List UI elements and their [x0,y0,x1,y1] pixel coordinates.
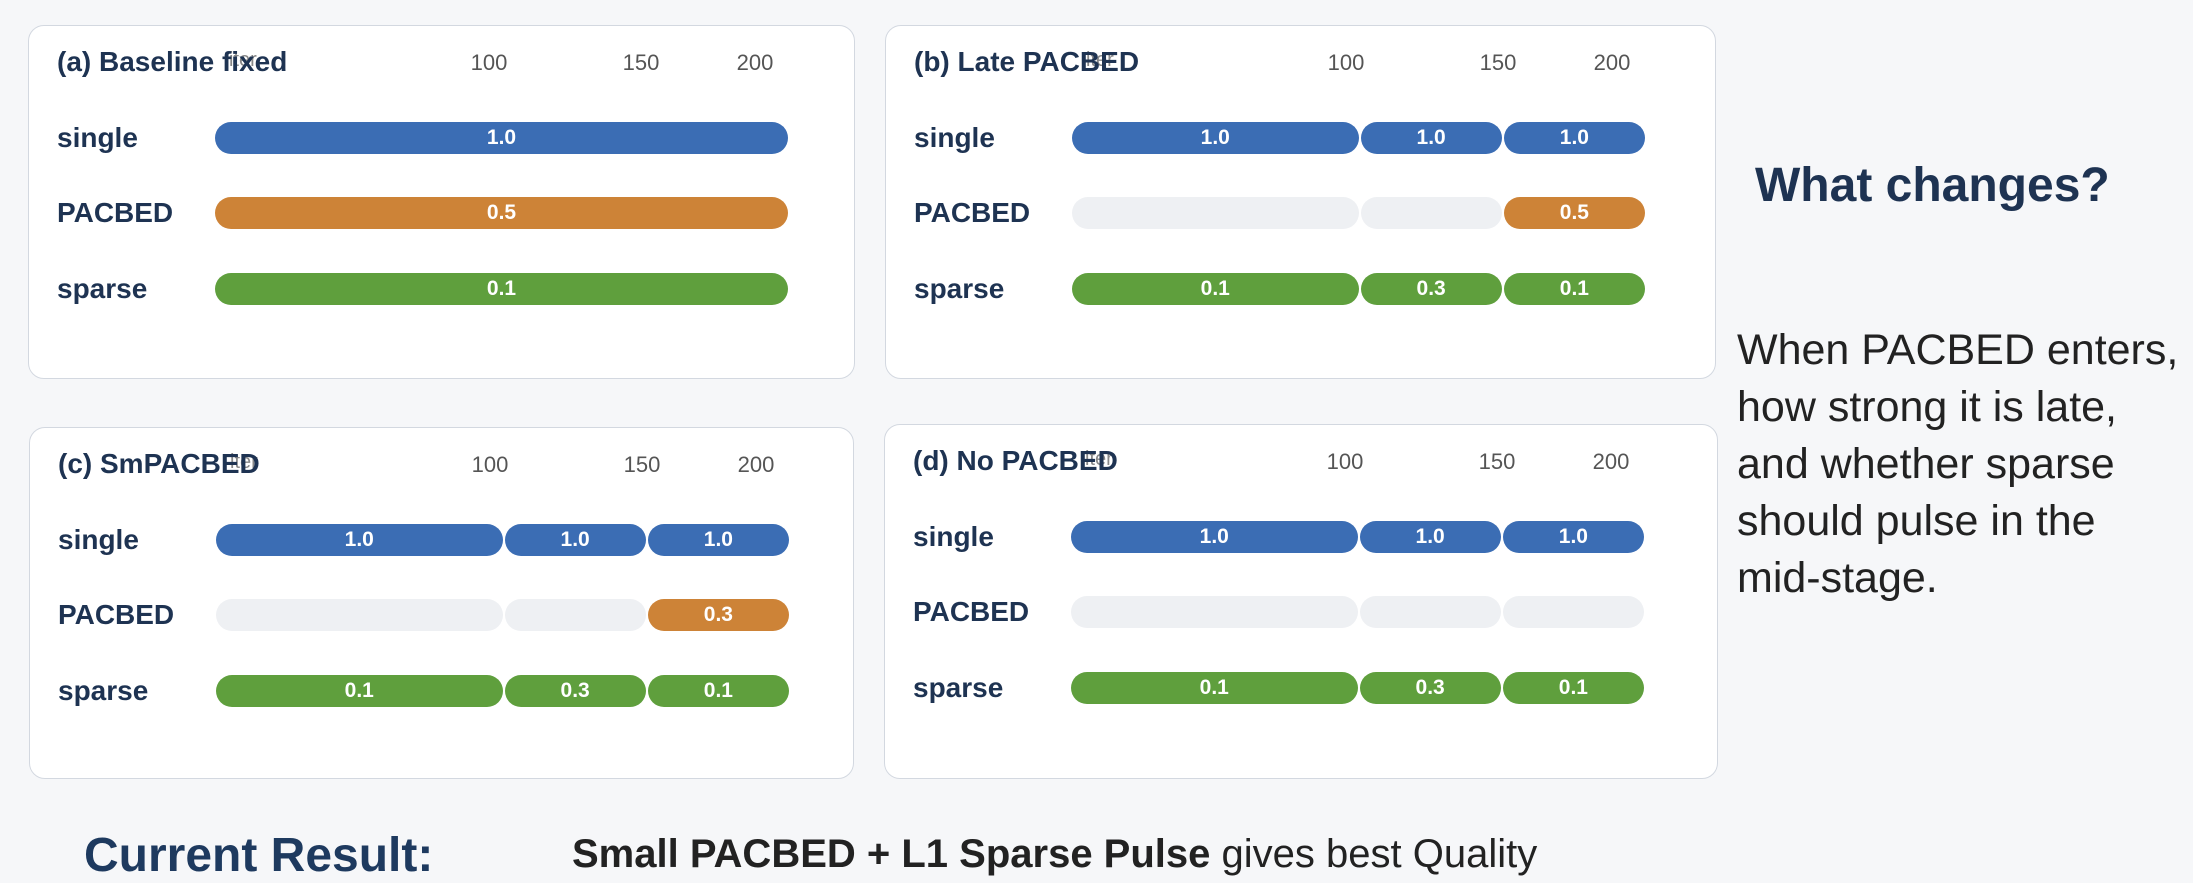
footer-line: Small PACBED + L1 Sparse Pulse gives bes… [572,832,1537,877]
side-heading: What changes? [1755,159,2110,212]
panel: iter (c) SmPACBED 100 150 200 single 1.0 1.0 1.0… [29,427,854,779]
tick-label: 100 [470,50,508,75]
segment: 0.3 [1359,672,1501,704]
segment: 0.1 [1072,273,1359,305]
row-label: PACBED [914,197,1031,228]
segment: 1.0 [215,122,788,154]
empty-segment [1071,596,1358,628]
tick-label: 200 [736,50,774,75]
row-label: PACBED [57,197,174,228]
tick-label: 200 [1592,449,1630,474]
tick-label: 150 [622,50,660,75]
segment: 0.3 [504,675,646,707]
row-label: single [57,122,138,153]
segment: 0.5 [1503,197,1645,229]
empty-segment [1072,197,1359,229]
row-label: sparse [913,672,1004,703]
tick-label: 200 [737,452,775,477]
segment: 1.0 [1071,521,1358,553]
segment: 0.3 [647,599,789,631]
tick-label: 100 [471,452,509,477]
empty-segment [216,599,503,631]
axis-label: iter [1085,448,1113,470]
panel-title: (c) SmPACBED [58,448,260,479]
empty-segment [1359,596,1501,628]
tick-label: 150 [1479,50,1517,75]
row-label: sparse [914,273,1005,304]
tick-label: 100 [1326,449,1364,474]
side-text: When PACBED enters, how strong it is lat… [1737,326,2179,602]
panel: iter (b) Late PACBED 100 150 200 single 1.0 1.0… [885,25,1716,379]
segment: 1.0 [216,524,503,556]
tick-label: 150 [623,452,661,477]
panel-title: (a) Baseline fixed [57,46,288,77]
segment: 0.1 [216,675,503,707]
axis-label: iter [230,451,258,473]
panel-title: (b) Late PACBED [914,46,1140,77]
segment: 1.0 [1503,122,1645,154]
segment: 1.0 [1360,122,1502,154]
segment: 0.1 [647,675,789,707]
segment: 0.1 [215,273,788,305]
footer-label: Current Result: [84,829,434,882]
segment: 0.1 [1503,273,1645,305]
tick-label: 150 [1478,449,1516,474]
empty-segment [504,599,646,631]
tick-label: 200 [1593,50,1631,75]
row-label: sparse [58,675,149,706]
panel: iter (d) No PACBED 100 150 200 single 1.0 1.0 1.… [884,424,1718,779]
segment: 0.1 [1502,672,1644,704]
segment: 1.0 [647,524,789,556]
row-label: PACBED [913,596,1030,627]
panel: iter (a) Baseline fixed 100 150 200 single 1.0… [28,25,855,379]
row-label: PACBED [58,599,175,630]
segment: 0.1 [1071,672,1358,704]
panel-title: (d) No PACBED [913,445,1118,476]
empty-segment [1360,197,1502,229]
footer-highlight: Small PACBED + L1 Sparse Pulse [572,832,1211,876]
segment: 1.0 [1502,521,1644,553]
axis-label: iter [1086,49,1114,71]
tick-label: 100 [1327,50,1365,75]
row-label: single [913,521,994,552]
segment: 1.0 [1072,122,1359,154]
row-label: sparse [57,273,148,304]
segment: 1.0 [1359,521,1501,553]
segment: 0.3 [1360,273,1502,305]
empty-segment [1502,596,1644,628]
footer-rest: gives best Quality [1210,832,1538,876]
segment: 1.0 [504,524,646,556]
axis-label: iter [229,49,257,71]
segment: 0.5 [215,197,788,229]
row-label: single [914,122,995,153]
row-label: single [58,524,139,555]
